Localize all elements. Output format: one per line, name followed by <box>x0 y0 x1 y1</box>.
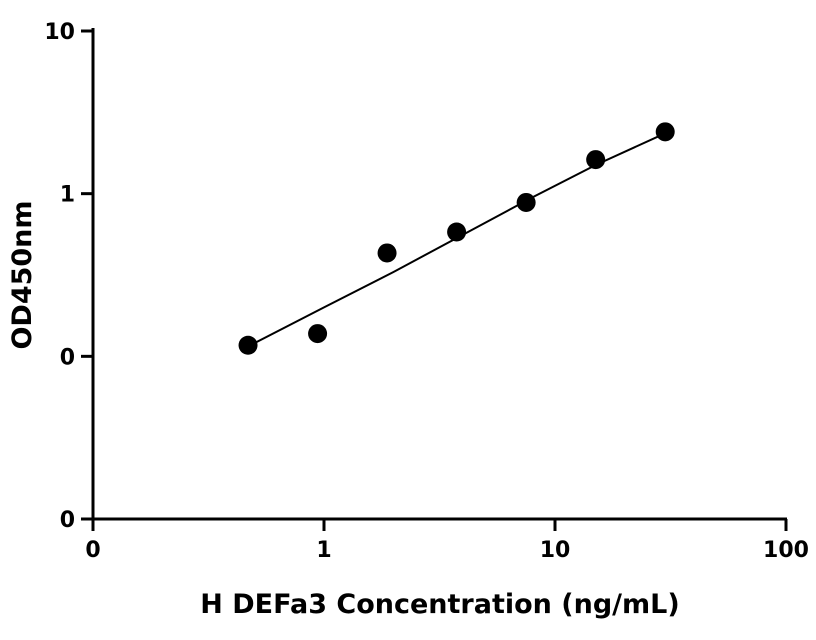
data-point <box>308 324 328 344</box>
x-tick-label: 1 <box>316 538 331 563</box>
data-point <box>377 243 397 263</box>
axes <box>91 28 787 521</box>
x-ticks: 0 1 10 100 <box>85 519 809 563</box>
y-tick-label: 0 <box>60 508 75 533</box>
x-tick-label: 100 <box>763 538 809 563</box>
y-axis-title: OD450nm <box>7 200 38 349</box>
y-ticks: 0 0 1 10 <box>44 20 93 533</box>
y-tick-label: 0 <box>60 345 75 370</box>
data-points <box>238 122 675 355</box>
y-tick-label: 1 <box>60 183 75 208</box>
x-tick-label: 10 <box>540 538 571 563</box>
data-point <box>447 222 467 242</box>
data-point <box>655 122 675 142</box>
data-point <box>516 192 536 212</box>
x-axis-title: H DEFa3 Concentration (ng/mL) <box>200 589 679 620</box>
x-tick-label: 0 <box>85 538 100 563</box>
data-point <box>586 150 606 170</box>
y-tick-label: 10 <box>44 20 75 45</box>
data-point <box>238 335 258 355</box>
